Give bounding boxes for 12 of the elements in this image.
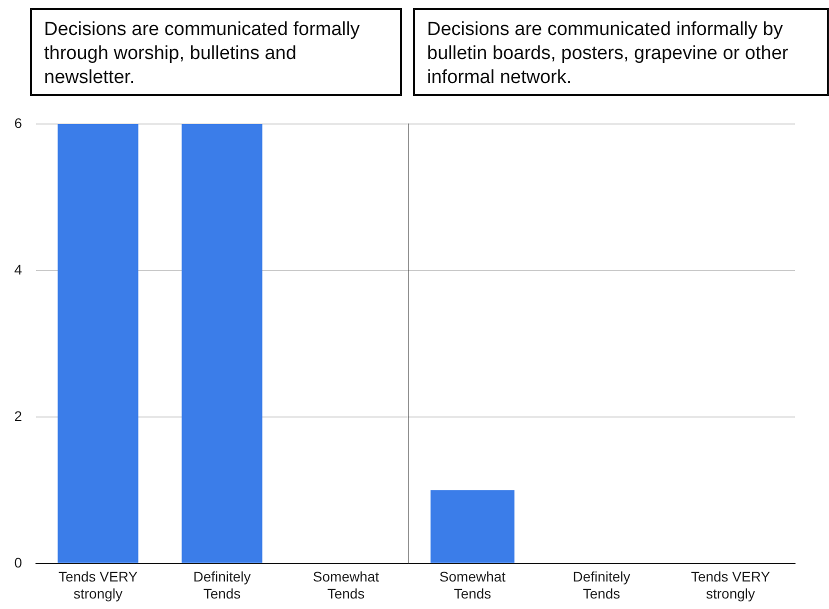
chart-title: Decisions are communicated informally by bulletin boards, posters, grapevine or other informal network. bbox=[413, 8, 829, 96]
x-tick-label: Definitely Tends bbox=[193, 568, 251, 602]
chart-title: Decisions are communicated formally through worship, bulletins and newsletter. bbox=[30, 8, 402, 96]
x-tick-label: Tends VERY strongly bbox=[58, 568, 138, 602]
y-tick-label: 0 bbox=[14, 554, 22, 570]
x-tick-label: Definitely Tends bbox=[572, 568, 630, 602]
x-tick-label: Somewhat Tends bbox=[312, 568, 380, 602]
x-tick-label: Tends VERY strongly bbox=[690, 568, 771, 602]
x-tick-label: Somewhat Tends bbox=[439, 568, 506, 602]
y-tick-label: 4 bbox=[14, 261, 22, 278]
y-tick-label: 6 bbox=[14, 114, 22, 131]
y-tick-label: 2 bbox=[14, 408, 22, 424]
